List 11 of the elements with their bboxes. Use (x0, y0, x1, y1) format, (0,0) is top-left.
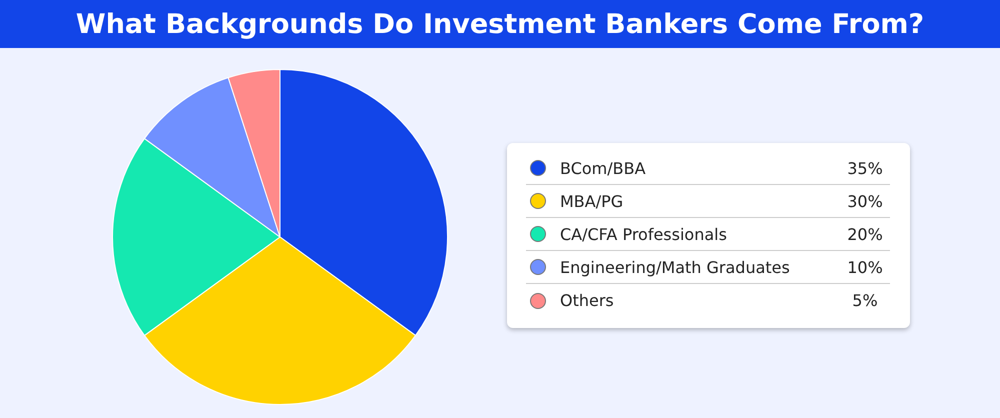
legend-label: Engineering/Math Graduates (560, 258, 790, 276)
data-label: 20% (846, 224, 884, 244)
legend-label: Others (560, 291, 614, 310)
data-label: 35% (846, 158, 884, 178)
data-label: 5% (851, 291, 879, 310)
data-label: 10% (846, 258, 884, 276)
legend-label: CA/CFA Professionals (560, 224, 727, 244)
data-label: 30% (846, 192, 884, 210)
legend-label: MBA/PG (560, 192, 624, 210)
chart-title: What Backgrounds Do Investment Bankers Come From? (0, 0, 1000, 48)
legend-label: BCom/BBA (560, 158, 646, 178)
